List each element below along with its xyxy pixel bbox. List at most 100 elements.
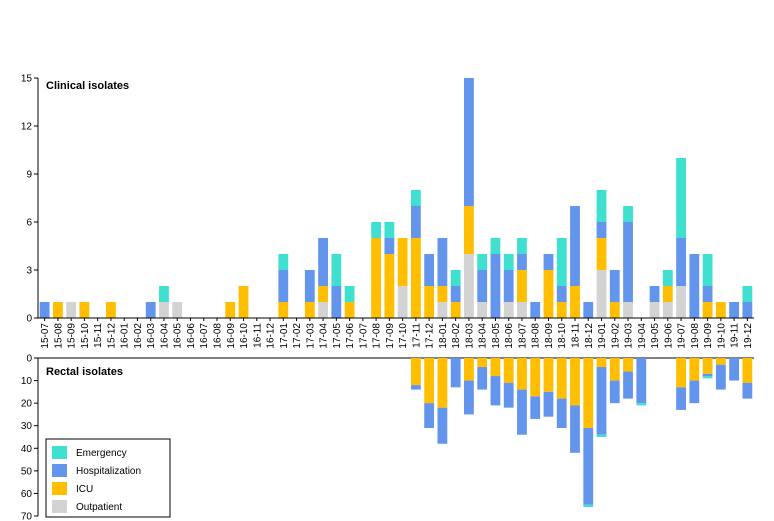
clinical-bar-icu-19-02 [609, 302, 620, 318]
clinical-bar-icu-16-09 [225, 302, 236, 318]
clinical-bar-emergency-18-10 [556, 238, 567, 286]
legend-label-hospitalization: Hospitalization [76, 466, 141, 477]
rectal-isolates-panel: Rectal isolates 0 10 20 30 40 50 60 70 [21, 354, 753, 521]
clinical-bar-emergency-18-02 [450, 270, 461, 286]
x-tick-label: 17-12 [425, 323, 436, 349]
clinical-bar-outpatient-17-04 [318, 302, 328, 318]
x-tick-label: 15-08 [53, 323, 64, 349]
rectal-bar-icu-19-07 [676, 358, 686, 388]
clinical-bar-icu-17-06 [344, 302, 355, 318]
x-tick-label: 19-08 [690, 323, 701, 349]
x-tick-label: 16-10 [239, 323, 250, 349]
clinical-bar-hospitalization-19-02 [609, 270, 620, 302]
x-tick-label: 19-12 [743, 323, 754, 349]
clinical-y-tick-label: 0 [26, 314, 32, 325]
clinical-bar-hospitalization-19-11 [729, 302, 740, 318]
clinical-bar-icu-15-08 [52, 302, 63, 318]
clinical-bar-outpatient-19-07 [676, 286, 686, 318]
clinical-bar-hospitalization-18-07 [517, 254, 527, 270]
clinical-bar-icu-15-10 [79, 302, 90, 318]
clinical-bar-hospitalization-19-01 [596, 222, 607, 238]
x-tick-label: 19-02 [610, 323, 621, 349]
rectal-bar-hospitalization-18-04 [477, 367, 488, 390]
rectal-bar-hospitalization-18-11 [570, 405, 580, 453]
x-tick-label: 19-04 [637, 323, 648, 349]
x-tick-label: 17-09 [385, 323, 396, 349]
clinical-bar-hospitalization-18-08 [530, 302, 541, 318]
clinical-bar-outpatient-19-06 [662, 302, 673, 318]
clinical-y-axis: 0 3 6 9 12 15 [21, 74, 39, 325]
x-tick-label: 17-06 [345, 323, 356, 349]
clinical-bar-emergency-17-06 [344, 286, 355, 302]
clinical-bar-emergency-17-01 [278, 254, 289, 270]
rectal-bar-hospitalization-18-09 [543, 391, 554, 417]
rectal-bar-hospitalization-18-01 [437, 407, 448, 444]
clinical-bar-outpatient-19-01 [596, 270, 607, 318]
rectal-bar-icu-17-11 [410, 358, 421, 386]
clinical-bar-icu-19-09 [702, 302, 713, 318]
x-tick-label: 17-02 [292, 323, 303, 349]
rectal-bar-icu-19-03 [623, 358, 633, 372]
clinical-bar-icu-18-07 [517, 270, 527, 302]
clinical-bar-hospitalization-19-07 [676, 238, 686, 286]
clinical-bar-outpatient-18-06 [503, 302, 514, 318]
clinical-bars [39, 78, 753, 318]
x-tick-label: 19-07 [677, 323, 688, 349]
clinical-y-tick-label: 15 [21, 74, 33, 85]
clinical-bar-emergency-19-09 [702, 254, 713, 286]
clinical-bar-hospitalization-19-08 [689, 254, 700, 318]
clinical-bar-icu-17-12 [424, 286, 435, 318]
rectal-y-tick-label: 70 [21, 512, 33, 521]
rectal-isolates-title: Rectal isolates [46, 366, 123, 378]
rectal-bar-hospitalization-18-02 [450, 358, 461, 388]
rectal-bar-hospitalization-18-03 [464, 380, 474, 415]
clinical-bar-icu-17-11 [410, 238, 421, 318]
clinical-bar-icu-17-04 [318, 286, 328, 302]
clinical-bar-emergency-19-07 [676, 158, 686, 238]
x-tick-label: 19-11 [730, 323, 741, 348]
clinical-bar-icu-18-09 [543, 270, 554, 318]
x-tick-label: 15-11 [93, 323, 104, 348]
rectal-bar-hospitalization-19-11 [729, 358, 740, 381]
rectal-bar-hospitalization-18-08 [530, 396, 541, 419]
x-tick-label: 16-05 [173, 323, 184, 349]
rectal-bar-emergency-18-12 [583, 504, 594, 507]
rectal-bar-hospitalization-19-02 [609, 380, 620, 404]
x-tick-label: 19-06 [663, 323, 674, 349]
rectal-bar-icu-18-09 [543, 358, 554, 392]
clinical-bar-emergency-18-05 [490, 238, 501, 254]
rectal-bar-icu-19-10 [715, 358, 726, 365]
clinical-isolates-panel: Clinical isolates 0 3 6 9 12 15 [21, 74, 753, 325]
clinical-bar-emergency-17-11 [410, 190, 421, 206]
clinical-bar-emergency-17-09 [384, 222, 395, 238]
clinical-bar-icu-17-09 [384, 254, 395, 318]
clinical-bar-outpatient-19-03 [623, 302, 633, 318]
clinical-bar-outpatient-18-04 [477, 302, 488, 318]
clinical-bar-icu-18-03 [464, 206, 474, 254]
clinical-bar-icu-16-10 [238, 286, 249, 318]
clinical-bar-hospitalization-17-11 [410, 206, 421, 238]
clinical-bar-hospitalization-19-03 [623, 222, 633, 302]
clinical-bar-hospitalization-18-02 [450, 286, 461, 302]
rectal-bar-icu-18-07 [517, 358, 527, 390]
clinical-bar-hospitalization-19-05 [649, 286, 660, 302]
rectal-bar-hospitalization-19-10 [715, 364, 726, 390]
rectal-bars [410, 358, 753, 507]
legend-label-emergency: Emergency [76, 448, 127, 459]
clinical-y-tick-label: 3 [26, 266, 32, 277]
x-tick-label: 16-06 [186, 323, 197, 349]
clinical-bar-emergency-18-06 [503, 254, 514, 270]
x-tick-label: 19-03 [624, 323, 635, 349]
clinical-y-tick-label: 9 [26, 170, 32, 181]
rectal-bar-hospitalization-19-03 [623, 371, 633, 399]
rectal-bar-icu-18-05 [490, 358, 501, 377]
rectal-bar-hospitalization-18-05 [490, 376, 501, 406]
rectal-bar-hospitalization-18-06 [503, 382, 514, 408]
rectal-bar-hospitalization-19-08 [689, 380, 700, 404]
x-tick-label: 19-05 [650, 323, 661, 349]
x-axis: 15-07 15-08 15-09 15-10 15-11 15-12 16-01 16-02… [38, 317, 754, 359]
clinical-bar-hospitalization-17-01 [278, 270, 289, 302]
x-tick-label: 18-08 [531, 323, 542, 349]
rectal-bar-icu-19-01 [596, 358, 607, 368]
